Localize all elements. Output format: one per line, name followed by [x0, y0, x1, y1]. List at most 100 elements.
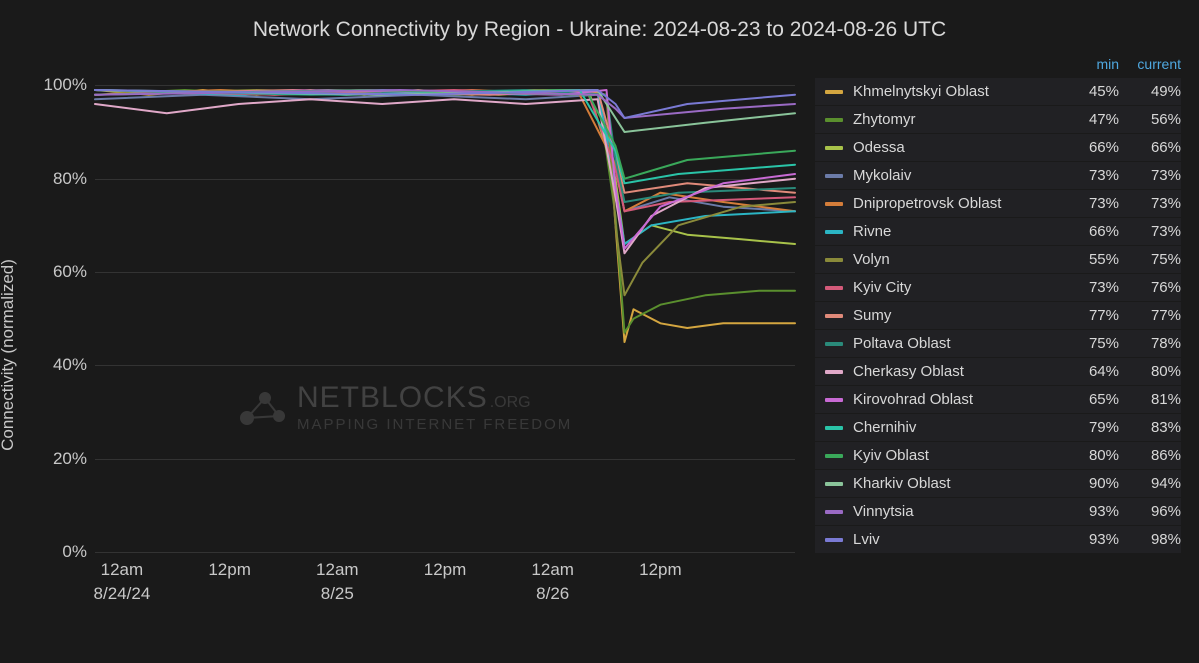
legend-series-name: Dnipropetrovsk Oblast	[853, 195, 1057, 212]
legend-col-current: current	[1119, 56, 1181, 72]
legend-swatch	[825, 202, 843, 206]
x-tick-label: 12am8/24/24	[94, 560, 151, 604]
legend-swatch	[825, 286, 843, 290]
y-tick-label: 80%	[27, 169, 87, 189]
legend-series-name: Vinnytsia	[853, 503, 1057, 520]
legend-current-value: 75%	[1119, 251, 1181, 268]
legend-swatch	[825, 510, 843, 514]
legend-row[interactable]: Lviv93%98%	[815, 526, 1181, 553]
legend-swatch	[825, 482, 843, 486]
legend-current-value: 98%	[1119, 531, 1181, 548]
legend-swatch	[825, 370, 843, 374]
legend-current-value: 80%	[1119, 363, 1181, 380]
legend-min-value: 77%	[1057, 307, 1119, 324]
chart-area: Connectivity (normalized) 0%20%40%60%80%…	[0, 52, 815, 657]
y-tick-label: 100%	[27, 75, 87, 95]
legend-row[interactable]: Khmelnytskyi Oblast45%49%	[815, 78, 1181, 105]
watermark-tagline: MAPPING INTERNET FREEDOM	[297, 417, 572, 432]
legend-min-value: 64%	[1057, 363, 1119, 380]
legend-min-value: 90%	[1057, 475, 1119, 492]
legend-current-value: 78%	[1119, 335, 1181, 352]
legend-series-name: Cherkasy Oblast	[853, 363, 1057, 380]
legend-series-name: Poltava Oblast	[853, 335, 1057, 352]
legend-swatch	[825, 258, 843, 262]
legend-min-value: 55%	[1057, 251, 1119, 268]
legend-min-value: 73%	[1057, 195, 1119, 212]
legend-current-value: 81%	[1119, 391, 1181, 408]
series-line	[95, 90, 795, 333]
netblocks-logo-icon	[235, 386, 289, 430]
legend-min-value: 75%	[1057, 335, 1119, 352]
legend-swatch	[825, 174, 843, 178]
chart-title: Network Connectivity by Region - Ukraine…	[0, 0, 1199, 52]
legend-min-value: 80%	[1057, 447, 1119, 464]
legend-min-value: 93%	[1057, 531, 1119, 548]
legend-swatch	[825, 118, 843, 122]
legend-row[interactable]: Cherkasy Oblast64%80%	[815, 358, 1181, 385]
legend-col-min: min	[1057, 56, 1119, 72]
series-line	[95, 90, 795, 249]
legend-panel: min current Khmelnytskyi Oblast45%49%Zhy…	[815, 52, 1199, 657]
legend-row[interactable]: Rivne66%73%	[815, 218, 1181, 245]
x-tick-label: 12am8/26	[531, 560, 574, 604]
x-tick-label: 12am8/25	[316, 560, 359, 604]
legend-swatch	[825, 146, 843, 150]
legend-series-name: Odessa	[853, 139, 1057, 156]
legend-series-name: Mykolaiv	[853, 167, 1057, 184]
legend-min-value: 73%	[1057, 167, 1119, 184]
legend-row[interactable]: Mykolaiv73%73%	[815, 162, 1181, 189]
main-container: Connectivity (normalized) 0%20%40%60%80%…	[0, 52, 1199, 657]
legend-swatch	[825, 538, 843, 542]
legend-swatch	[825, 398, 843, 402]
x-tick-label: 12pm	[639, 560, 682, 580]
x-tick-label: 12pm	[424, 560, 467, 580]
legend-swatch	[825, 426, 843, 430]
legend-min-value: 66%	[1057, 223, 1119, 240]
legend-series-name: Volyn	[853, 251, 1057, 268]
legend-row[interactable]: Kirovohrad Oblast65%81%	[815, 386, 1181, 413]
legend-current-value: 86%	[1119, 447, 1181, 464]
y-tick-label: 0%	[27, 542, 87, 562]
watermark-brand: NETBLOCKS	[297, 381, 488, 414]
plot-area: 0%20%40%60%80%100% NETBLOCKS	[95, 62, 795, 552]
legend-current-value: 94%	[1119, 475, 1181, 492]
legend-row[interactable]: Sumy77%77%	[815, 302, 1181, 329]
legend-current-value: 73%	[1119, 167, 1181, 184]
legend-row[interactable]: Vinnytsia93%96%	[815, 498, 1181, 525]
legend-row[interactable]: Kyiv Oblast80%86%	[815, 442, 1181, 469]
legend-series-name: Kharkiv Oblast	[853, 475, 1057, 492]
legend-current-value: 83%	[1119, 419, 1181, 436]
legend-current-value: 56%	[1119, 111, 1181, 128]
legend-series-name: Zhytomyr	[853, 111, 1057, 128]
legend-row[interactable]: Chernihiv79%83%	[815, 414, 1181, 441]
legend-row[interactable]: Odessa66%66%	[815, 134, 1181, 161]
legend-min-value: 65%	[1057, 391, 1119, 408]
legend-min-value: 73%	[1057, 279, 1119, 296]
legend-swatch	[825, 314, 843, 318]
legend-current-value: 73%	[1119, 223, 1181, 240]
legend-header: min current	[815, 52, 1181, 78]
y-tick-label: 60%	[27, 262, 87, 282]
y-tick-label: 20%	[27, 449, 87, 469]
legend-swatch	[825, 230, 843, 234]
watermark: NETBLOCKS.ORG MAPPING INTERNET FREEDOM	[235, 383, 572, 432]
legend-row[interactable]: Kyiv City73%76%	[815, 274, 1181, 301]
legend-row[interactable]: Volyn55%75%	[815, 246, 1181, 273]
legend-min-value: 66%	[1057, 139, 1119, 156]
legend-current-value: 96%	[1119, 503, 1181, 520]
series-line	[95, 90, 795, 342]
y-axis-label: Connectivity (normalized)	[0, 259, 18, 451]
legend-row[interactable]: Dnipropetrovsk Oblast73%73%	[815, 190, 1181, 217]
legend-current-value: 77%	[1119, 307, 1181, 324]
series-line	[95, 90, 795, 202]
grid-line	[95, 552, 795, 553]
legend-swatch	[825, 90, 843, 94]
legend-row[interactable]: Poltava Oblast75%78%	[815, 330, 1181, 357]
legend-row[interactable]: Kharkiv Oblast90%94%	[815, 470, 1181, 497]
legend-series-name: Khmelnytskyi Oblast	[853, 83, 1057, 100]
series-line	[95, 90, 795, 193]
legend-row[interactable]: Zhytomyr47%56%	[815, 106, 1181, 133]
legend-current-value: 66%	[1119, 139, 1181, 156]
legend-swatch	[825, 454, 843, 458]
legend-current-value: 73%	[1119, 195, 1181, 212]
